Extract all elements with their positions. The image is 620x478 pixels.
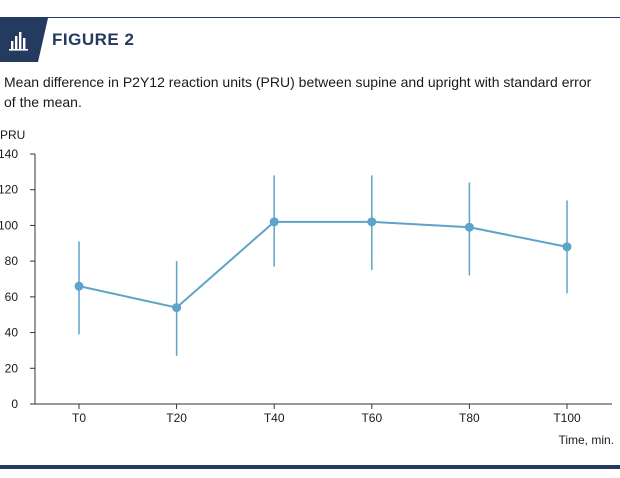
y-tick-label: 40 [5, 326, 19, 340]
footer-rule [0, 465, 620, 469]
x-tick-label: T0 [72, 411, 86, 425]
y-tick-label: 60 [5, 290, 19, 304]
y-tick-label: 80 [5, 254, 19, 268]
figure-tab-slant [38, 18, 48, 62]
data-point [172, 303, 182, 313]
header-rule [0, 17, 620, 18]
data-point [562, 242, 572, 252]
error-bars [78, 175, 568, 356]
data-point [74, 281, 84, 291]
data-point [367, 217, 377, 227]
data-point [269, 217, 279, 227]
series-group [74, 217, 572, 313]
y-tick-label: 20 [5, 361, 19, 375]
x-tick-label: T20 [166, 411, 187, 425]
y-tick-label: 0 [11, 397, 18, 411]
x-axis-label: Time, min. [558, 433, 614, 447]
chart-axes: 0 20 40 60 80 100 120 140 T0 T20 T40 T60 T80 T100 [0, 147, 612, 425]
y-tick-label: 100 [0, 218, 18, 232]
x-tick-label: T40 [264, 411, 285, 425]
figure-caption: Mean difference in P2Y12 reaction units … [4, 74, 592, 110]
line-chart: 0 20 40 60 80 100 120 140 T0 T20 T40 T60 T80 T100 PRU… [0, 128, 614, 447]
series-line [78, 220, 568, 309]
y-tick-label: 120 [0, 183, 18, 197]
data-point [464, 222, 474, 232]
figure-label: FIGURE 2 [52, 30, 135, 49]
x-tick-label: T60 [361, 411, 382, 425]
x-tick-label: T80 [459, 411, 480, 425]
y-axis-label: PRU [0, 128, 25, 142]
figure-tab: FIGURE 2 [0, 18, 150, 62]
y-tick-label: 140 [0, 147, 18, 161]
figure-icon-box [0, 18, 38, 62]
x-tick-label: T100 [553, 411, 581, 425]
bar-chart-icon [9, 32, 28, 51]
